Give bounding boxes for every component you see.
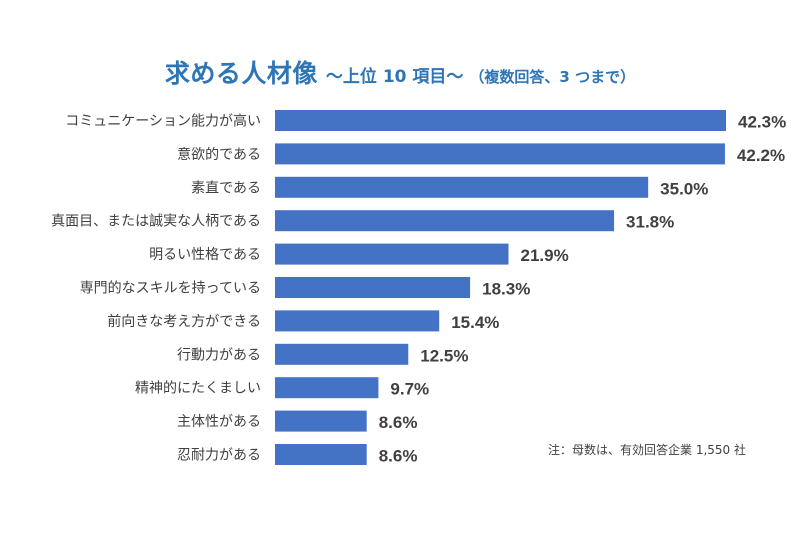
bar: [275, 110, 726, 131]
bar-row: 明るい性格である 21.9%: [149, 243, 569, 265]
bar: [275, 277, 471, 298]
chart-title: 求める人材像 ～上位 10 項目～ （複数回答、3 つまで）: [0, 54, 800, 90]
data-label: 35.0%: [660, 179, 708, 198]
category-label: 忍耐力がある: [177, 448, 261, 464]
category-label: 前向きな考え方ができる: [107, 313, 261, 330]
category-label: 行動力がある: [177, 347, 261, 363]
category-label: 精神的にたくましい: [135, 381, 261, 397]
bar-row: 素直である 35.0%: [191, 176, 708, 198]
data-label: 9.7%: [390, 380, 429, 399]
bar: [275, 176, 649, 198]
bar-row: 意欲的である 42.2%: [177, 143, 785, 165]
bar: [275, 377, 379, 399]
bar: [275, 243, 509, 265]
chart-title-main: 求める人材像: [164, 59, 318, 88]
bar-row: 前向きな考え方ができる 15.4%: [107, 310, 499, 332]
bar: [275, 444, 367, 465]
bar-row: 専門的なスキルを持っている 18.3%: [80, 277, 530, 299]
bar: [275, 343, 409, 365]
bar-row: 精神的にたくましい 9.7%: [135, 377, 429, 399]
bar-row: 主体性がある 8.6%: [177, 410, 418, 432]
bar-row: 行動力がある 12.5%: [177, 343, 468, 365]
category-label: 意欲的である: [177, 146, 261, 163]
bar: [275, 410, 367, 432]
category-label: 主体性がある: [177, 414, 261, 430]
data-label: 42.3%: [738, 113, 786, 132]
data-label: 42.2%: [737, 146, 785, 165]
bar-row: 真面目、または誠実な人柄である 31.8%: [51, 210, 674, 232]
data-label: 8.6%: [379, 413, 418, 432]
category-label: 明るい性格である: [149, 247, 261, 263]
data-label: 18.3%: [482, 280, 530, 299]
category-label: 真面目、または誠実な人柄である: [51, 214, 261, 230]
data-label: 31.8%: [626, 213, 674, 232]
category-label: 専門的なスキルを持っている: [80, 281, 261, 297]
bar: [275, 210, 615, 232]
chart-subtitle: ～上位 10 項目～: [325, 67, 464, 87]
category-label: コミュニケーション能力が高い: [65, 113, 261, 130]
bar-row: 忍耐力がある 8.6%: [177, 444, 417, 466]
bar-row: コミュニケーション能力が高い 42.3%: [65, 110, 786, 132]
data-label: 8.6%: [379, 447, 418, 466]
data-label: 21.9%: [520, 246, 568, 265]
chart-annotation: 注：母数は、有効回答企業 1,550 社: [548, 443, 746, 457]
bar: [275, 143, 725, 165]
bar: [275, 310, 440, 332]
chart-subtitle-note: （複数回答、3 つまで）: [469, 68, 636, 86]
data-label: 12.5%: [420, 346, 468, 365]
category-label: 素直である: [191, 179, 261, 196]
data-label: 15.4%: [451, 313, 499, 332]
